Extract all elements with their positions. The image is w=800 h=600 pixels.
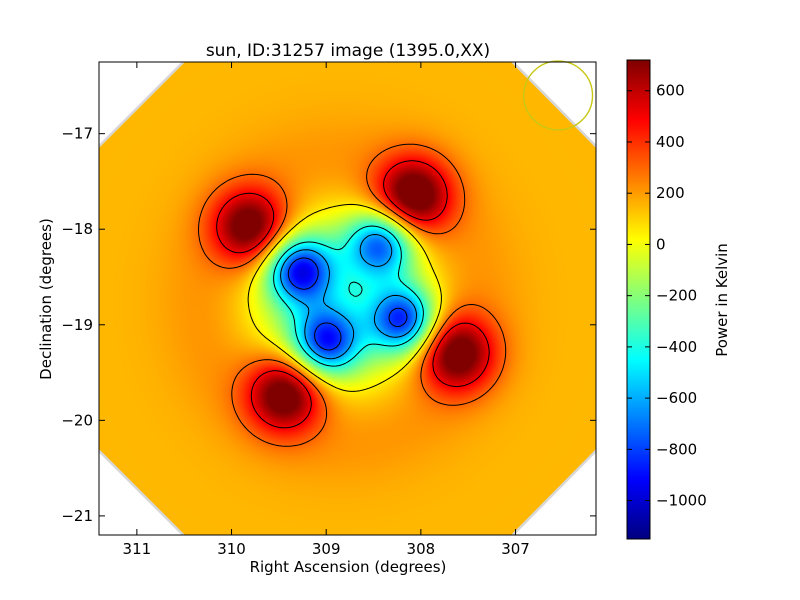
beam-circle <box>523 60 594 131</box>
contour-lines <box>198 143 507 447</box>
colorbar-tick-label: 400 <box>656 133 685 151</box>
contour-positive <box>247 203 442 392</box>
y-tick-label: −20 <box>61 411 93 429</box>
x-axis-ticks: 311 310 309 308 307 <box>123 62 530 558</box>
contour-positive <box>198 143 507 447</box>
y-tick-label: −17 <box>61 125 93 143</box>
x-tick-label: 310 <box>217 540 246 558</box>
colorbar-tick-label: −400 <box>656 338 697 356</box>
plot-area: 311 310 309 308 307 −17 −18 −19 −20 −21 <box>61 60 597 558</box>
colorbar-tick-label: −200 <box>656 287 697 305</box>
y-axis-ticks: −17 −18 −19 −20 −21 <box>61 125 596 525</box>
colorbar-tick-label: −600 <box>656 389 697 407</box>
x-axis-label: Right Ascension (degrees) <box>250 558 447 576</box>
x-tick-label: 311 <box>123 540 152 558</box>
colorbar-tick-label: −1000 <box>656 492 707 510</box>
colorbar-ticks: 600 400 200 0 −200 −400 −600 −800 −1000 <box>627 82 707 510</box>
contour-positive <box>216 160 490 429</box>
contour-negative <box>273 225 424 367</box>
y-tick-label: −21 <box>61 507 93 525</box>
colorbar-label: Power in Kelvin <box>713 243 731 357</box>
y-tick-label: −18 <box>61 220 93 238</box>
colorbar-tick-label: 0 <box>656 235 666 253</box>
x-tick-label: 308 <box>407 540 436 558</box>
chart-title: sun, ID:31257 image (1395.0,XX) <box>206 41 490 61</box>
contour-negative <box>280 234 417 360</box>
colorbar-tick-label: 200 <box>656 184 685 202</box>
x-tick-label: 309 <box>312 540 341 558</box>
y-axis-label: Declination (degrees) <box>37 218 55 380</box>
colorbar-tick-label: 600 <box>656 82 685 100</box>
colorbar-tick-label: −800 <box>656 440 697 458</box>
heatmap-image <box>99 62 596 535</box>
colorbar-gradient <box>626 59 651 540</box>
y-tick-label: −19 <box>61 316 93 334</box>
colorbar: 600 400 200 0 −200 −400 −600 −800 −1000 Power in… <box>626 59 731 540</box>
plot-frame <box>98 61 597 536</box>
contour-negative <box>287 257 408 351</box>
x-tick-label: 307 <box>501 540 530 558</box>
